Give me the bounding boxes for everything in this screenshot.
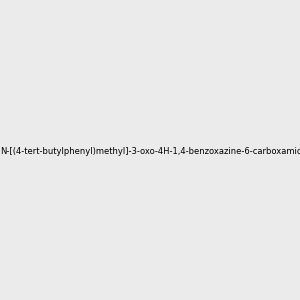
Text: N-[(4-tert-butylphenyl)methyl]-3-oxo-4H-1,4-benzoxazine-6-carboxamide: N-[(4-tert-butylphenyl)methyl]-3-oxo-4H-… <box>0 147 300 156</box>
